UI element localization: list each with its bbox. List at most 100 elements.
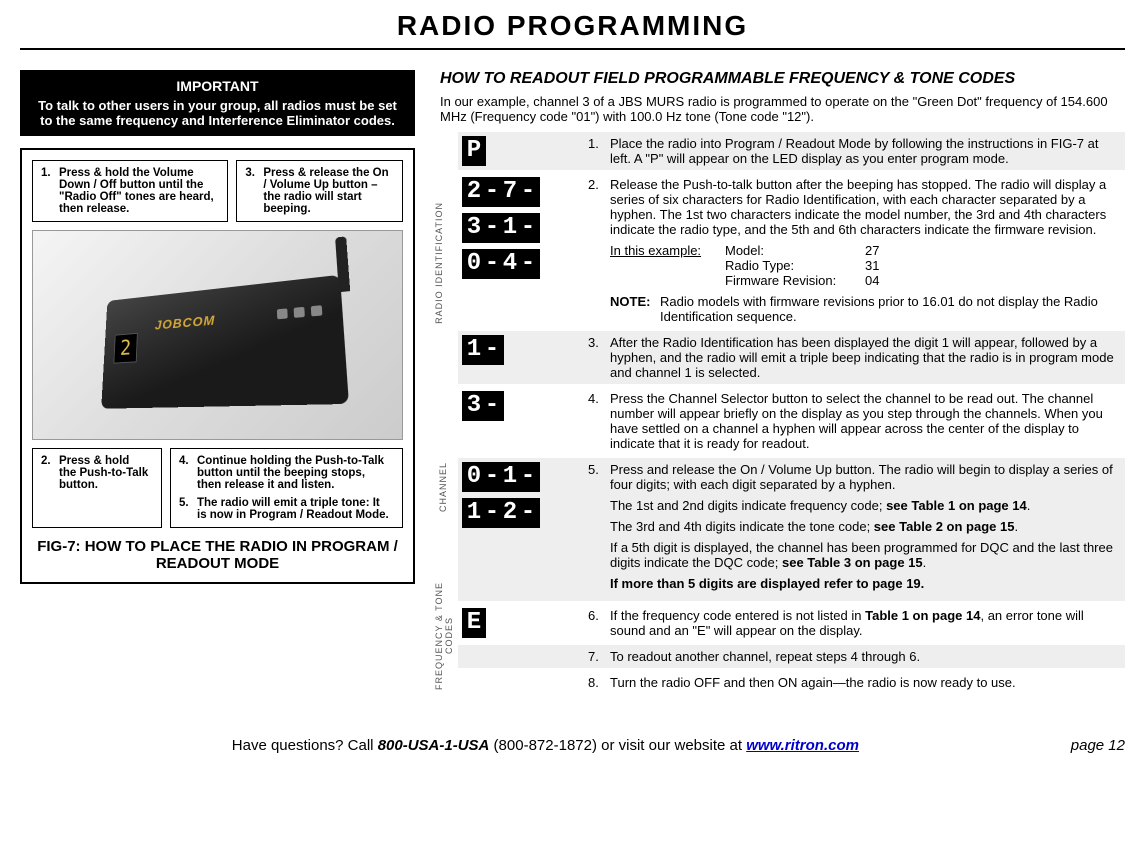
led-icon: 0-1- xyxy=(462,462,540,492)
step-2-visual: 2-7- 3-1- 0-4- xyxy=(458,173,578,283)
callout-2: 2.Press & hold the Push-to-Talk button. xyxy=(32,448,162,528)
step-body: Press and release the On / Volume Up but… xyxy=(610,462,1115,597)
callout-2-num: 2. xyxy=(41,455,59,467)
note-label: NOTE: xyxy=(610,294,660,309)
step-num: 5. xyxy=(588,462,610,477)
step-num: 6. xyxy=(588,608,610,623)
step-4-visual: 3- xyxy=(458,387,578,425)
section-intro: In our example, channel 3 of a JBS MURS … xyxy=(440,94,1125,124)
led-icon: 3- xyxy=(462,391,504,421)
seg-char: - xyxy=(484,465,500,489)
page-number: page 12 xyxy=(1071,737,1125,754)
seg-char: E xyxy=(466,611,482,635)
main-columns: IMPORTANT To talk to other users in your… xyxy=(20,70,1125,697)
radio-display: 2 xyxy=(113,333,137,364)
step-body: Release the Push-to-talk button after th… xyxy=(610,177,1115,324)
seg-char: 0 xyxy=(466,252,482,276)
led-icon: 0-4- xyxy=(462,249,540,279)
step-num: 1. xyxy=(588,136,610,151)
callouts-top-row: 1.Press & hold the Volume Down / Off but… xyxy=(32,160,403,222)
page-footer: Have questions? Call 800-USA-1-USA (800-… xyxy=(20,737,1125,754)
callout-5-num: 5. xyxy=(179,497,197,509)
step-3-visual: 1- xyxy=(458,331,578,369)
radio-button-icon xyxy=(311,305,323,316)
step-3-text: 3.After the Radio Identification has bee… xyxy=(588,331,1125,384)
step-body: After the Radio Identification has been … xyxy=(610,335,1115,380)
footer-phone: 800-USA-1-USA xyxy=(378,737,490,754)
fw-val: 04 xyxy=(865,273,905,288)
seg-char: 3 xyxy=(466,394,482,418)
seg-char: 3 xyxy=(466,216,482,240)
seg-char: - xyxy=(520,252,536,276)
step-2: 2-7- 3-1- 0-4- 2. Release the Push-to-ta… xyxy=(458,173,1125,328)
led-icon: 1-2- xyxy=(462,498,540,528)
seg-char: 1 xyxy=(502,216,518,240)
footer-text-a: Have questions? Call xyxy=(232,737,378,754)
example-label: In this example: xyxy=(610,243,725,258)
title-rule xyxy=(20,48,1125,50)
step-num: 7. xyxy=(588,649,610,664)
step-body: If the frequency code entered is not lis… xyxy=(610,608,1115,638)
step-7-text: 7.To readout another channel, repeat ste… xyxy=(588,645,1125,668)
step-5-text: 5. Press and release the On / Volume Up … xyxy=(588,458,1125,601)
step-5-p4: If a 5th digit is displayed, the channel… xyxy=(610,540,1115,570)
step-5-p5: If more than 5 digits are displayed refe… xyxy=(610,576,1115,591)
seg-char: 0 xyxy=(466,465,482,489)
important-title: IMPORTANT xyxy=(35,78,400,94)
step-body: To readout another channel, repeat steps… xyxy=(610,649,1115,664)
radio-brand: JOBCOM xyxy=(155,312,216,332)
seg-char: - xyxy=(520,180,536,204)
step-2-note: NOTE:Radio models with firmware revision… xyxy=(610,294,1115,324)
radio-antenna xyxy=(335,236,350,292)
step-8-visual xyxy=(458,671,578,679)
model-val: 27 xyxy=(865,243,905,258)
step-5: 0-1- 1-2- 5. Press and release the On / … xyxy=(458,458,1125,601)
seg-char: - xyxy=(484,394,500,418)
led-icon: 1- xyxy=(462,335,504,365)
step-num: 4. xyxy=(588,391,610,406)
led-icon: 2-7- xyxy=(462,177,540,207)
step-7: 7.To readout another channel, repeat ste… xyxy=(458,645,1125,668)
step-1-visual: P xyxy=(458,132,578,170)
footer-url-link[interactable]: www.ritron.com xyxy=(746,737,859,754)
example-table: In this example:Model:27 Radio Type:31 F… xyxy=(610,243,1115,288)
type-key: Radio Type: xyxy=(725,258,865,273)
step-3: 1- 3.After the Radio Identification has … xyxy=(458,331,1125,384)
led-icon: 3-1- xyxy=(462,213,540,243)
callout-4-5: 4.Continue holding the Push-to-Talk butt… xyxy=(170,448,403,528)
step-num: 8. xyxy=(588,675,610,690)
seg-char: - xyxy=(520,216,536,240)
step-2-main: Release the Push-to-talk button after th… xyxy=(610,177,1115,237)
type-val: 31 xyxy=(865,258,905,273)
step-num: 3. xyxy=(588,335,610,350)
step-6: E 6.If the frequency code entered is not… xyxy=(458,604,1125,642)
seg-char: 1 xyxy=(466,338,482,362)
seg-char: - xyxy=(484,216,500,240)
callout-4-text: Continue holding the Push-to-Talk button… xyxy=(197,455,390,491)
step-body: Place the radio into Program / Readout M… xyxy=(610,136,1115,166)
left-column: IMPORTANT To talk to other users in your… xyxy=(20,70,415,697)
step-6-text: 6.If the frequency code entered is not l… xyxy=(588,604,1125,642)
seg-char: - xyxy=(520,501,536,525)
step-4: 3- 4.Press the Channel Selector button t… xyxy=(458,387,1125,455)
callout-2-text: Press & hold the Push-to-Talk button. xyxy=(59,455,149,491)
seg-char: 4 xyxy=(502,252,518,276)
seg-char: 2 xyxy=(502,501,518,525)
callouts-bottom-row: 2.Press & hold the Push-to-Talk button. … xyxy=(32,448,403,528)
radio-body: 2 JOBCOM xyxy=(101,275,349,409)
seg-char: - xyxy=(484,501,500,525)
seg-char: - xyxy=(484,180,500,204)
seg-char: 7 xyxy=(502,180,518,204)
seg-char: - xyxy=(484,252,500,276)
bracket-radio-id: RADIO IDENTIFICATION xyxy=(434,202,444,324)
seg-char: 1 xyxy=(466,501,482,525)
step-8-text: 8.Turn the radio OFF and then ON again—t… xyxy=(588,671,1125,694)
model-key: Model: xyxy=(725,243,865,258)
callout-3-text: Press & release the On / Volume Up butto… xyxy=(263,167,390,215)
step-1: P 1.Place the radio into Program / Reado… xyxy=(458,132,1125,170)
step-8: 8.Turn the radio OFF and then ON again—t… xyxy=(458,671,1125,694)
section-title: HOW TO READOUT FIELD PROGRAMMABLE FREQUE… xyxy=(440,70,1125,88)
radio-button-icon xyxy=(277,308,288,319)
step-5-visual: 0-1- 1-2- xyxy=(458,458,578,532)
callout-1: 1.Press & hold the Volume Down / Off but… xyxy=(32,160,228,222)
